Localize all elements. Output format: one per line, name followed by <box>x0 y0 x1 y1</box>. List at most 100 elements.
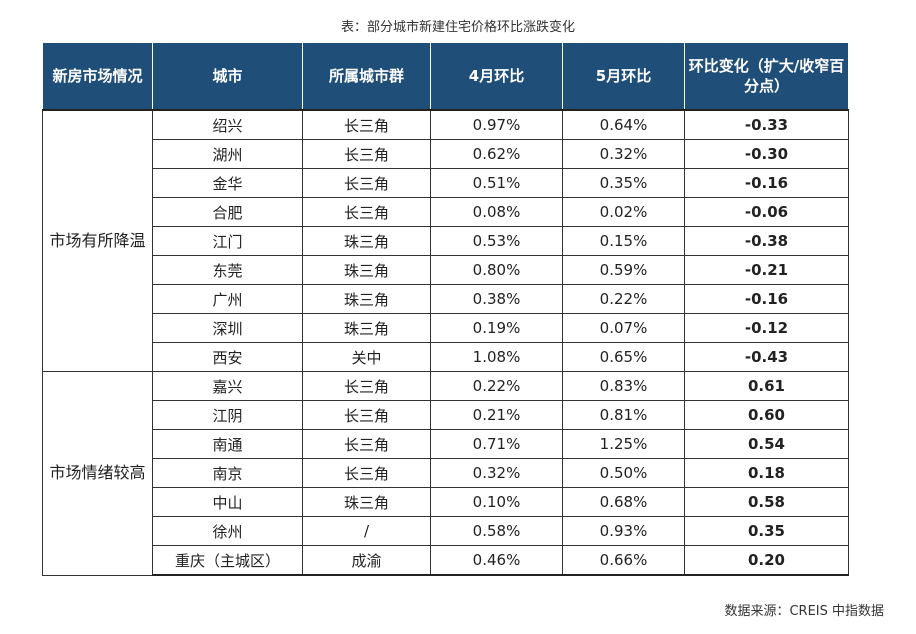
city-cell: 江门 <box>152 226 303 256</box>
mom-change-cell: 0.18 <box>684 458 849 488</box>
may-mom-cell: 0.66% <box>562 545 685 576</box>
may-mom-cell: 1.25% <box>562 429 685 459</box>
table-row: 湖州 长三角 0.62% 0.32% -0.30 <box>43 139 849 169</box>
cluster-cell: 珠三角 <box>302 313 431 343</box>
mom-change-cell: -0.16 <box>684 168 849 198</box>
april-mom-cell: 0.32% <box>430 458 563 488</box>
april-mom-cell: 0.97% <box>430 109 563 140</box>
city-cell: 南通 <box>152 429 303 459</box>
cluster-cell: 长三角 <box>302 429 431 459</box>
column-header: 环比变化（扩大/收窄百分点） <box>684 42 849 111</box>
table-row: 市场情绪较高 嘉兴 长三角 0.22% 0.83% 0.61 <box>42 371 849 576</box>
market-condition-cell: 市场情绪较高 <box>42 371 153 576</box>
mom-change-cell: 0.60 <box>684 400 849 430</box>
cluster-cell: 珠三角 <box>302 226 431 256</box>
column-header: 新房市场情况 <box>42 42 153 111</box>
april-mom-cell: 0.46% <box>430 545 563 576</box>
mom-change-cell: -0.16 <box>684 284 849 314</box>
may-mom-cell: 0.68% <box>562 487 685 517</box>
table-row: 中山 珠三角 0.10% 0.68% 0.58 <box>43 487 849 517</box>
cluster-cell: 珠三角 <box>302 284 431 314</box>
cluster-cell: / <box>302 516 431 546</box>
cluster-cell: 长三角 <box>302 197 431 227</box>
mom-change-cell: 0.54 <box>684 429 849 459</box>
market-condition-cell: 市场有所降温 <box>42 109 153 372</box>
city-cell: 江阴 <box>152 400 303 430</box>
april-mom-cell: 0.21% <box>430 400 563 430</box>
mom-change-cell: -0.21 <box>684 255 849 285</box>
mom-change-cell: 0.58 <box>684 487 849 517</box>
column-header: 4月环比 <box>430 42 563 111</box>
table-row: 市场有所降温 绍兴 长三角 0.97% 0.64% -0.33 <box>42 109 849 372</box>
city-cell: 绍兴 <box>152 109 303 140</box>
mom-change-cell: -0.33 <box>684 109 849 140</box>
table-row: 南通 长三角 0.71% 1.25% 0.54 <box>43 429 849 459</box>
cluster-cell: 长三角 <box>302 168 431 198</box>
mom-change-cell: -0.30 <box>684 139 849 169</box>
city-cell: 东莞 <box>152 255 303 285</box>
cluster-cell: 珠三角 <box>302 255 431 285</box>
table-row: 江门 珠三角 0.53% 0.15% -0.38 <box>43 226 849 256</box>
april-mom-cell: 0.80% <box>430 255 563 285</box>
city-cell: 湖州 <box>152 139 303 169</box>
may-mom-cell: 0.83% <box>562 371 685 401</box>
mom-change-cell: -0.12 <box>684 313 849 343</box>
table-row: 深圳 珠三角 0.19% 0.07% -0.12 <box>43 313 849 343</box>
may-mom-cell: 0.22% <box>562 284 685 314</box>
column-header: 所属城市群 <box>302 42 431 111</box>
april-mom-cell: 0.51% <box>430 168 563 198</box>
april-mom-cell: 1.08% <box>430 342 563 372</box>
table-row: 徐州/0.58% 0.93% 0.35 <box>43 516 849 546</box>
table-row: 重庆（主城区） 成渝 0.46% 0.66% 0.20 <box>43 545 849 576</box>
table-body: 市场有所降温 绍兴 长三角 0.97% 0.64% -0.33 湖州 长三角 0.62% 0.32… <box>42 109 849 576</box>
city-cell: 金华 <box>152 168 303 198</box>
column-header: 5月环比 <box>562 42 685 111</box>
april-mom-cell: 0.22% <box>430 371 563 401</box>
mom-change-cell: -0.43 <box>684 342 849 372</box>
header-row: 新房市场情况 城市 所属城市群 4月环比 5月环比 环比变化（扩大/收窄百分点） <box>42 42 849 111</box>
table-row: 西安 关中 1.08% 0.65% -0.43 <box>43 342 849 372</box>
april-mom-cell: 0.58% <box>430 516 563 546</box>
april-mom-cell: 0.08% <box>430 197 563 227</box>
april-mom-cell: 0.62% <box>430 139 563 169</box>
april-mom-cell: 0.71% <box>430 429 563 459</box>
may-mom-cell: 0.50% <box>562 458 685 488</box>
cluster-cell: 关中 <box>302 342 431 372</box>
may-mom-cell: 0.02% <box>562 197 685 227</box>
april-mom-cell: 0.38% <box>430 284 563 314</box>
may-mom-cell: 0.32% <box>562 139 685 169</box>
table-title: 表：部分城市新建住宅价格环比涨跌变化 <box>340 20 575 35</box>
cluster-cell: 长三角 <box>302 139 431 169</box>
price-change-table: 新房市场情况 城市 所属城市群 4月环比 5月环比 环比变化（扩大/收窄百分点）… <box>42 42 849 576</box>
may-mom-cell: 0.93% <box>562 516 685 546</box>
city-cell: 西安 <box>152 342 303 372</box>
mom-change-cell: 0.20 <box>684 545 849 576</box>
mom-change-cell: -0.06 <box>684 197 849 227</box>
cluster-cell: 成渝 <box>302 545 431 576</box>
may-mom-cell: 0.35% <box>562 168 685 198</box>
table-row: 广州 珠三角 0.38% 0.22% -0.16 <box>43 284 849 314</box>
table-row: 东莞 珠三角 0.80% 0.59% -0.21 <box>43 255 849 285</box>
april-mom-cell: 0.10% <box>430 487 563 517</box>
city-cell: 合肥 <box>152 197 303 227</box>
city-cell: 重庆（主城区） <box>152 545 303 576</box>
mom-change-cell: -0.38 <box>684 226 849 256</box>
cluster-cell: 长三角 <box>302 109 431 140</box>
table-row: 金华 长三角 0.51% 0.35% -0.16 <box>43 168 849 198</box>
data-source: 数据来源：CREIS 中指数据 <box>724 604 884 619</box>
city-cell: 南京 <box>152 458 303 488</box>
city-cell: 嘉兴 <box>152 371 303 401</box>
may-mom-cell: 0.81% <box>562 400 685 430</box>
may-mom-cell: 0.15% <box>562 226 685 256</box>
table-row: 江阴 长三角 0.21% 0.81% 0.60 <box>43 400 849 430</box>
april-mom-cell: 0.53% <box>430 226 563 256</box>
city-cell: 深圳 <box>152 313 303 343</box>
cluster-cell: 长三角 <box>302 400 431 430</box>
cluster-cell: 长三角 <box>302 458 431 488</box>
may-mom-cell: 0.65% <box>562 342 685 372</box>
city-cell: 广州 <box>152 284 303 314</box>
mom-change-cell: 0.35 <box>684 516 849 546</box>
table-row: 南京 长三角 0.32% 0.50% 0.18 <box>43 458 849 488</box>
cluster-cell: 长三角 <box>302 371 431 401</box>
april-mom-cell: 0.19% <box>430 313 563 343</box>
